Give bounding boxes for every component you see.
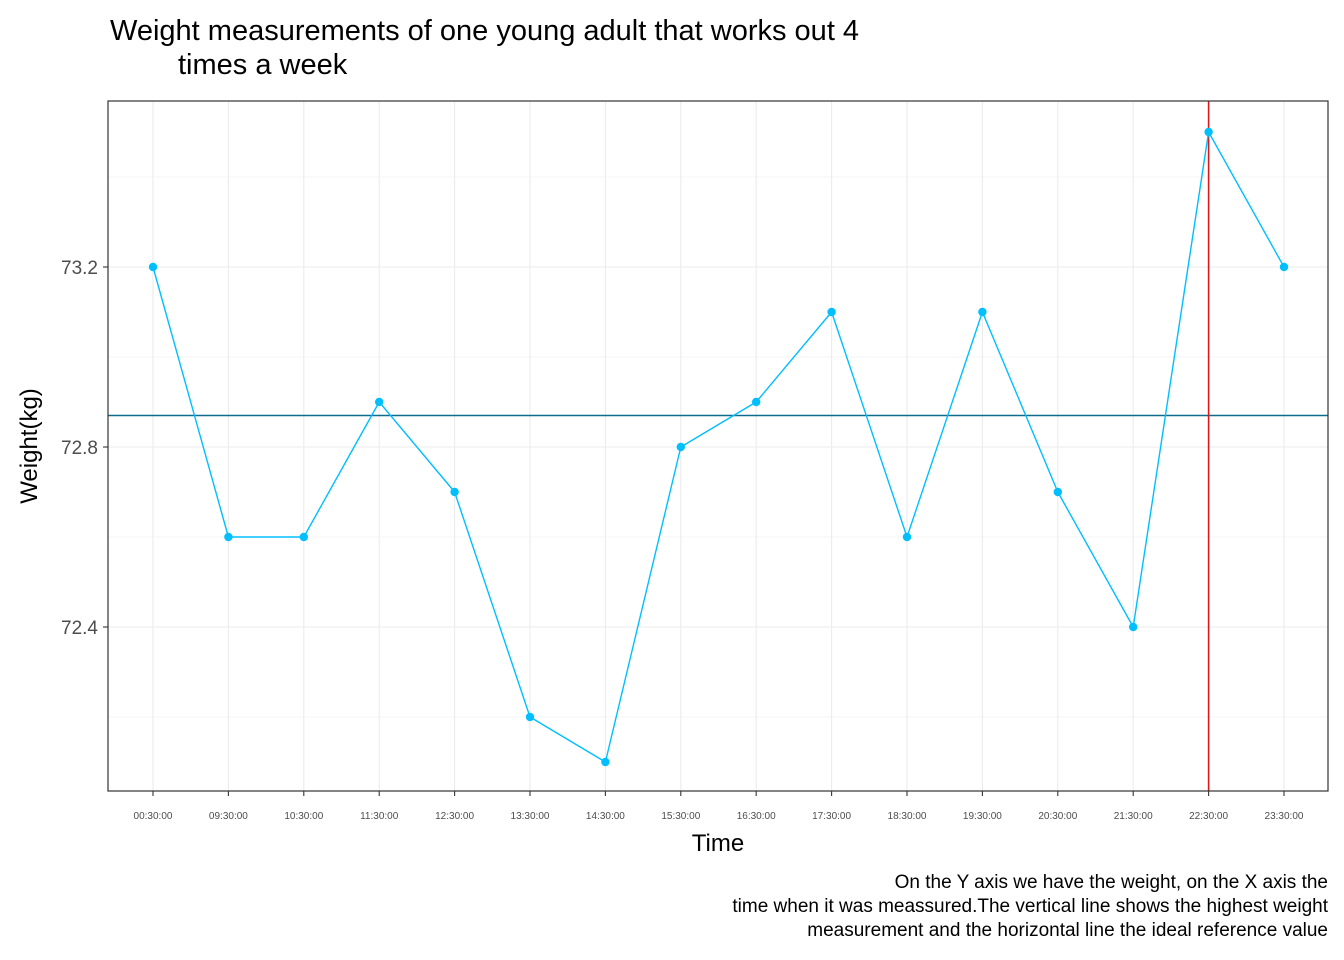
x-axis-title: Time bbox=[692, 830, 744, 857]
x-tick-label: 12:30:00 bbox=[435, 811, 474, 822]
data-point bbox=[1129, 622, 1138, 632]
caption-line-3: measurement and the horizontal line the … bbox=[807, 920, 1328, 941]
data-point bbox=[450, 487, 459, 497]
data-point bbox=[224, 532, 233, 542]
series-segment bbox=[453, 491, 531, 718]
series-segment bbox=[604, 446, 682, 763]
y-tick-label: 72.4 bbox=[61, 618, 98, 639]
x-tick-label: 18:30:00 bbox=[888, 811, 927, 822]
x-tick-label: 14:30:00 bbox=[586, 811, 625, 822]
data-point bbox=[375, 397, 384, 407]
data-point bbox=[978, 307, 987, 317]
x-tick-label: 15:30:00 bbox=[661, 811, 700, 822]
caption-line-2: time when it was meassured.The vertical … bbox=[732, 896, 1328, 917]
data-point bbox=[601, 757, 610, 767]
series-segment bbox=[830, 311, 908, 538]
series-segment bbox=[755, 311, 833, 403]
data-point bbox=[1204, 127, 1213, 137]
data-point bbox=[1279, 262, 1289, 272]
x-tick-label: 23:30:00 bbox=[1265, 811, 1304, 822]
data-point bbox=[525, 712, 535, 722]
chart-caption: On the Y axis we have the weight, on the… bbox=[732, 871, 1328, 943]
series-segment bbox=[529, 716, 606, 763]
x-tick-label: 13:30:00 bbox=[511, 811, 550, 822]
x-tick-label: 20:30:00 bbox=[1038, 811, 1077, 822]
series-segment bbox=[152, 266, 230, 538]
series-segment bbox=[680, 401, 757, 448]
data-point bbox=[902, 532, 912, 542]
caption-line-1: On the Y axis we have the weight, on the… bbox=[894, 872, 1328, 893]
chart-title-line2: times a week bbox=[178, 49, 348, 81]
x-tick-label: 21:30:00 bbox=[1114, 811, 1153, 822]
y-axis-title: Weight(kg) bbox=[16, 388, 43, 504]
series-segment bbox=[378, 401, 456, 493]
series-segment bbox=[1057, 491, 1134, 628]
chart-title: Weight measurements of one young adult t… bbox=[110, 14, 859, 82]
x-tick-label: 22:30:00 bbox=[1189, 811, 1228, 822]
y-tick-label: 73.2 bbox=[61, 258, 98, 279]
x-tick-label: 17:30:00 bbox=[812, 811, 851, 822]
data-point bbox=[676, 442, 685, 452]
data-point bbox=[148, 262, 158, 272]
y-axis: 72.4 72.8 73.2 bbox=[61, 258, 108, 639]
x-tick-label: 19:30:00 bbox=[963, 811, 1002, 822]
series-segment bbox=[981, 311, 1059, 493]
x-tick-label: 11:30:00 bbox=[360, 811, 399, 822]
x-tick-label: 10:30:00 bbox=[284, 811, 323, 822]
data-point bbox=[752, 397, 761, 407]
chart-title-line1: Weight measurements of one young adult t… bbox=[110, 15, 860, 47]
data-point bbox=[299, 532, 308, 542]
data-point bbox=[1053, 487, 1063, 497]
x-tick-label: 00:30:00 bbox=[134, 811, 173, 822]
reference-lines bbox=[108, 101, 1328, 791]
x-axis: 00:30:00 09:30:00 10:30:00 11:30:00 12:30:00… bbox=[134, 791, 1304, 822]
data-point bbox=[827, 307, 836, 317]
series-segment bbox=[1207, 131, 1285, 268]
series-segment bbox=[906, 311, 984, 538]
grid bbox=[108, 101, 1328, 791]
x-tick-label: 09:30:00 bbox=[209, 811, 248, 822]
y-tick-label: 72.8 bbox=[61, 438, 98, 459]
panel-border bbox=[107, 100, 1329, 792]
series-segment bbox=[303, 401, 380, 538]
series-segment bbox=[1132, 131, 1210, 628]
x-tick-label: 16:30:00 bbox=[737, 811, 776, 822]
weight-series bbox=[148, 127, 1289, 767]
